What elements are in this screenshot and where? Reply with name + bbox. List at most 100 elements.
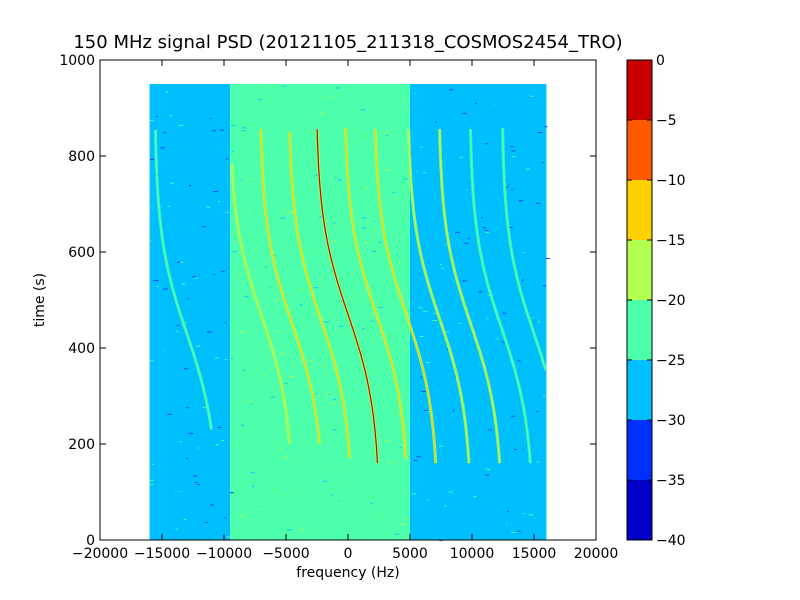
noise-speck [419, 336, 424, 337]
x-tick-label: 0 [344, 546, 353, 562]
x-axis-ticks: −20000 −15000 −10000 −5000 0 5000 10000 15000 20… [72, 60, 618, 562]
noise-speck [177, 261, 180, 263]
noise-speck [370, 502, 373, 504]
noise-speck [188, 432, 194, 434]
noise-speck [301, 288, 304, 289]
noise-speck [349, 297, 354, 299]
noise-speck [537, 461, 539, 462]
noise-speck [414, 92, 417, 94]
noise-speck [511, 156, 516, 158]
colorbar-tick-label: −25 [656, 353, 686, 369]
noise-speck [528, 514, 534, 516]
noise-speck [444, 505, 447, 507]
noise-speck [224, 322, 226, 324]
noise-speck [286, 213, 291, 215]
noise-speck [503, 186, 509, 188]
noise-speck [270, 396, 275, 398]
noise-speck [331, 494, 334, 496]
noise-speck [518, 200, 524, 202]
noise-speck [514, 449, 517, 450]
colorbar-tick-label: −35 [656, 473, 686, 489]
noise-speck [202, 406, 207, 408]
noise-speck [219, 129, 224, 131]
noise-speck [168, 205, 171, 207]
noise-speck [502, 312, 506, 314]
noise-speck [487, 318, 489, 319]
noise-speck [385, 135, 389, 137]
noise-speck [193, 475, 198, 477]
noise-speck [259, 382, 262, 384]
noise-speck [485, 231, 490, 233]
noise-speck [401, 100, 405, 102]
noise-speck [284, 457, 289, 459]
noise-speck [337, 179, 342, 181]
noise-speck [196, 483, 201, 485]
noise-speck [308, 131, 311, 133]
noise-speck [409, 525, 412, 527]
noise-speck [464, 242, 469, 244]
noise-speck [339, 325, 344, 327]
noise-speck [494, 103, 496, 105]
noise-speck [334, 177, 337, 179]
noise-speck [374, 221, 376, 222]
noise-speck [371, 250, 377, 252]
noise-speck [373, 237, 376, 239]
noise-speck [319, 216, 324, 218]
noise-speck [297, 526, 299, 528]
noise-speck [416, 456, 421, 458]
colorbar-ticks: −40 −35 −30 −25 −20 −15 −10 −5 0 [627, 53, 686, 549]
noise-speck [247, 212, 251, 214]
noise-speck [149, 239, 152, 241]
x-axis-label: frequency (Hz) [296, 565, 399, 581]
noise-speck [408, 135, 414, 137]
noise-speck [541, 162, 544, 163]
noise-speck [315, 174, 318, 176]
noise-speck [423, 409, 429, 411]
noise-speck [423, 310, 429, 312]
noise-speck [280, 353, 285, 355]
noise-speck [225, 359, 228, 360]
noise-speck [206, 331, 212, 333]
noise-speck [308, 360, 314, 362]
noise-speck [183, 519, 187, 521]
noise-speck [476, 241, 478, 243]
y-tick-label: 1000 [59, 53, 95, 69]
noise-speck [183, 322, 187, 324]
noise-speck [232, 251, 237, 253]
noise-speck [413, 460, 418, 461]
noise-speck [517, 360, 521, 362]
noise-speck [224, 517, 227, 519]
signal-trace [502, 128, 547, 371]
noise-speck [179, 441, 183, 443]
y-axis-ticks: 0 200 400 600 800 1000 [59, 53, 596, 549]
noise-speck [242, 127, 247, 129]
noise-speck [506, 523, 508, 525]
x-tick-label: −20000 [72, 546, 128, 562]
background-region [230, 84, 410, 540]
noise-speck [299, 304, 303, 306]
noise-speck [481, 217, 483, 219]
signal-trace [439, 129, 501, 464]
x-tick-label: −15000 [134, 546, 190, 562]
noise-speck [153, 280, 159, 282]
noise-speck [379, 514, 382, 516]
signal-trace [289, 131, 351, 459]
noise-speck [214, 357, 220, 359]
noise-speck [264, 86, 268, 88]
signal-trace [154, 130, 212, 430]
noise-speck [160, 147, 165, 149]
noise-speck [378, 241, 382, 243]
noise-speck [194, 481, 198, 483]
noise-speck [478, 291, 483, 293]
noise-speck [332, 429, 337, 431]
noise-speck [459, 156, 463, 158]
noise-speck [331, 402, 336, 404]
noise-speck [517, 530, 521, 532]
noise-speck [204, 522, 208, 523]
noise-speck [332, 240, 337, 242]
noise-speck [446, 331, 450, 333]
noise-speck [282, 209, 285, 211]
colorbar-tick-label: −5 [656, 113, 677, 129]
noise-speck [437, 384, 440, 386]
noise-speck [431, 320, 435, 321]
